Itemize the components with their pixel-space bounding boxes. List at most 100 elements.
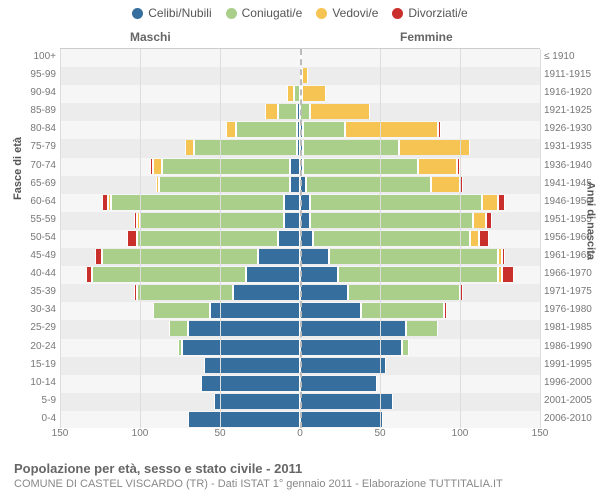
female-bar-segment	[406, 321, 438, 336]
x-axis: 15010050050100150	[60, 428, 540, 448]
age-label: 25-29	[20, 322, 56, 333]
male-bar-segment	[188, 412, 300, 427]
chart-title: Popolazione per età, sesso e stato civil…	[14, 461, 586, 476]
female-bar-segment	[300, 303, 361, 318]
age-label: 10-14	[20, 377, 56, 388]
male-bar-segment	[210, 303, 300, 318]
female-bar-segment	[310, 104, 371, 119]
legend-swatch	[392, 8, 403, 19]
female-bar-segment	[302, 68, 308, 83]
male-bar-segment	[127, 231, 137, 246]
age-label: 65-69	[20, 178, 56, 189]
female-bar-segment	[300, 249, 329, 264]
age-label: 20-24	[20, 341, 56, 352]
male-bar-segment	[156, 177, 159, 192]
birth-year-label: 1996-2000	[544, 377, 598, 388]
female-bar-segment	[502, 249, 505, 264]
legend: Celibi/NubiliConiugati/eVedovi/eDivorzia…	[0, 6, 600, 20]
birth-year-label: 1931-1935	[544, 141, 598, 152]
x-tick-label: 0	[297, 428, 303, 439]
birth-year-label: 1926-1930	[544, 123, 598, 134]
male-bar-segment	[233, 285, 300, 300]
center-divider	[300, 49, 302, 428]
female-bar-segment	[303, 122, 345, 137]
female-bar-segment	[345, 122, 438, 137]
male-bar-segment	[188, 321, 300, 336]
female-bar-segment	[310, 195, 483, 210]
male-bar-segment	[287, 86, 293, 101]
female-bar-segment	[418, 159, 456, 174]
male-bar-segment	[140, 213, 284, 228]
legend-label: Coniugati/e	[242, 6, 303, 20]
legend-item: Vedovi/e	[316, 6, 378, 20]
age-label: 35-39	[20, 286, 56, 297]
male-bar-segment	[284, 213, 300, 228]
male-bar-segment	[102, 249, 259, 264]
male-bar-segment	[134, 285, 137, 300]
female-bar-segment	[313, 231, 470, 246]
female-bar-segment	[300, 340, 402, 355]
male-bar-segment	[134, 213, 137, 228]
male-bar-segment	[111, 195, 284, 210]
age-label: 80-84	[20, 123, 56, 134]
female-bar-segment	[310, 213, 473, 228]
birth-year-label: ≤ 1910	[544, 51, 598, 62]
male-bar-segment	[102, 195, 108, 210]
female-bar-segment	[300, 394, 393, 409]
male-bar-segment	[265, 104, 278, 119]
age-label: 15-19	[20, 359, 56, 370]
gridline	[220, 49, 221, 428]
male-bar-segment	[137, 285, 233, 300]
age-label: 30-34	[20, 304, 56, 315]
male-bar-segment	[182, 340, 300, 355]
male-bar-segment	[150, 159, 153, 174]
age-label: 55-59	[20, 214, 56, 225]
female-bar-segment	[302, 86, 326, 101]
male-bar-segment	[204, 358, 300, 373]
birth-year-label: 1936-1940	[544, 160, 598, 171]
male-bar-segment	[226, 122, 236, 137]
female-bar-segment	[338, 267, 498, 282]
birth-year-label: 1916-1920	[544, 87, 598, 98]
female-bar-segment	[498, 195, 504, 210]
male-bar-segment	[153, 303, 211, 318]
female-bar-segment	[482, 195, 498, 210]
male-bar-segment	[92, 267, 246, 282]
age-label: 95-99	[20, 69, 56, 80]
x-tick-label: 150	[532, 428, 549, 439]
gridline	[540, 49, 541, 428]
birth-year-label: 1951-1955	[544, 214, 598, 225]
age-label: 75-79	[20, 141, 56, 152]
male-bar-segment	[137, 231, 278, 246]
female-bar-segment	[300, 412, 383, 427]
male-bar-segment	[153, 159, 163, 174]
age-label: 85-89	[20, 105, 56, 116]
legend-label: Celibi/Nubili	[148, 6, 211, 20]
gridline	[380, 49, 381, 428]
age-label: 40-44	[20, 268, 56, 279]
male-bar-segment	[284, 195, 300, 210]
age-label: 60-64	[20, 196, 56, 207]
gridline	[60, 49, 61, 428]
birth-year-label: 1991-1995	[544, 359, 598, 370]
female-bar-segment	[303, 140, 399, 155]
male-header: Maschi	[130, 30, 171, 44]
female-bar-segment	[402, 340, 408, 355]
birth-year-label: 1946-1950	[544, 196, 598, 207]
male-bar-segment	[278, 104, 297, 119]
birth-year-label: 1956-1960	[544, 232, 598, 243]
female-bar-segment	[361, 303, 444, 318]
female-bar-segment	[300, 358, 386, 373]
age-label: 50-54	[20, 232, 56, 243]
legend-swatch	[132, 8, 143, 19]
birth-year-label: 1921-1925	[544, 105, 598, 116]
male-bar-segment	[86, 267, 92, 282]
male-bar-segment	[178, 340, 181, 355]
female-bar-segment	[470, 231, 480, 246]
legend-swatch	[226, 8, 237, 19]
x-tick-label: 100	[452, 428, 469, 439]
age-label: 90-94	[20, 87, 56, 98]
birth-year-label: 1986-1990	[544, 341, 598, 352]
male-bar-segment	[194, 140, 296, 155]
female-bar-segment	[300, 321, 406, 336]
